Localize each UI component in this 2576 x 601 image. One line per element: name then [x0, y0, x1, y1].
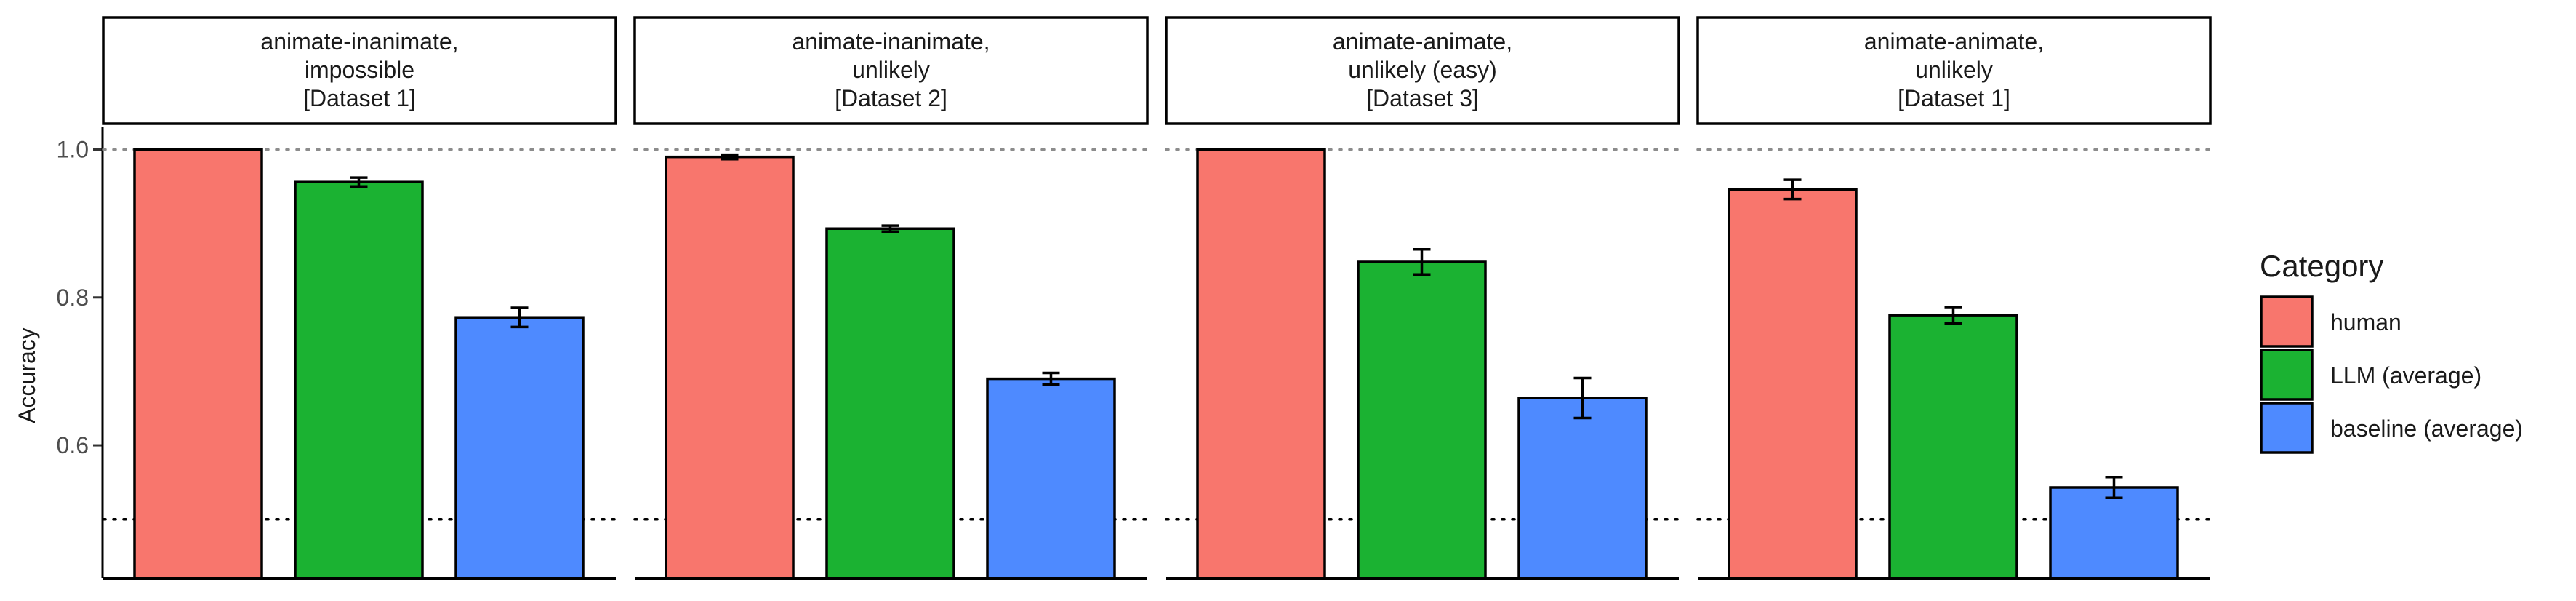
- bar: [1517, 397, 1648, 580]
- facet-title-line: unlikely (easy): [1348, 57, 1497, 83]
- facet-title-line: animate-inanimate,: [792, 28, 990, 55]
- facet-title-line: animate-animate,: [1864, 28, 2044, 55]
- legend-swatch: [2260, 349, 2314, 401]
- bar: [294, 180, 424, 580]
- facet-strip: [633, 16, 1149, 125]
- bar: [1728, 188, 1858, 580]
- legend-title: Category: [2260, 249, 2383, 283]
- facet-title-line: unlikely: [852, 57, 930, 83]
- bar: [454, 316, 585, 580]
- facet-strip: [1165, 16, 1680, 125]
- panel-4: animate-animate,unlikely[Dataset 1]: [1696, 16, 2212, 580]
- bar: [1196, 148, 1326, 580]
- bar: [2049, 486, 2179, 580]
- legend-swatch: [2260, 402, 2314, 454]
- legend-label: baseline (average): [2330, 415, 2523, 442]
- facet-title-line: [Dataset 1]: [1898, 85, 2010, 111]
- y-axis-label: Accuracy: [14, 327, 40, 423]
- facet-strip: [1696, 16, 2212, 125]
- y-tick-label: 1.0: [57, 136, 89, 162]
- bar: [1888, 314, 2018, 580]
- facet-title-line: animate-inanimate,: [260, 28, 458, 55]
- bar: [825, 227, 955, 580]
- panel-2: animate-inanimate,unlikely[Dataset 2]: [633, 16, 1149, 580]
- legend: Category human LLM (average) baseline (ave…: [2260, 249, 2523, 454]
- bar: [1357, 260, 1487, 580]
- facet-title-line: animate-animate,: [1333, 28, 1512, 55]
- legend-label: LLM (average): [2330, 362, 2481, 389]
- bar: [133, 148, 263, 580]
- bar: [986, 377, 1116, 580]
- legend-label: human: [2330, 309, 2402, 335]
- facet-title-line: impossible: [305, 57, 414, 83]
- facet-strip: [102, 16, 617, 125]
- legend-swatch: [2260, 295, 2314, 348]
- facet-title-line: [Dataset 3]: [1366, 85, 1479, 111]
- panel-3: animate-animate,unlikely (easy)[Dataset …: [1165, 16, 1680, 580]
- facet-title-line: unlikely: [1915, 57, 1993, 83]
- facet-title-line: [Dataset 2]: [835, 85, 947, 111]
- y-tick-label: 0.8: [57, 284, 89, 311]
- facet-title-line: [Dataset 1]: [303, 85, 416, 111]
- y-tick-label: 0.6: [57, 432, 89, 458]
- panels: 0.60.81.0animate-inanimate,impossible[Da…: [57, 16, 2212, 580]
- panel-1: animate-inanimate,impossible[Dataset 1]: [102, 16, 617, 580]
- bar: [665, 155, 795, 580]
